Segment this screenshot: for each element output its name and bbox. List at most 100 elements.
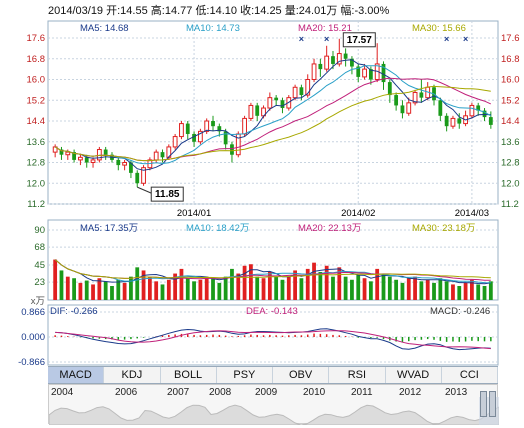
candle-body [185,123,190,134]
macd-value-label: MACD: -0.246 [430,306,490,317]
price-tick-left: 17.6 [27,33,46,44]
volume-bar [318,272,323,300]
macd-signal-line [55,328,491,351]
volume-bar [249,264,253,300]
candle-body [419,92,424,98]
volume-bar [242,265,247,300]
candle-body [476,105,481,111]
volume-bar [451,284,455,300]
volume-bar [154,281,159,300]
volume-bar [375,268,380,300]
candle-body [350,58,354,67]
price-ma-label: MA30: 15.66 [412,23,466,34]
candle-body [274,97,279,101]
candle-body [153,151,159,161]
volume-bar [280,279,285,300]
event-marker-icon: × [324,34,329,44]
candle-body [160,152,165,158]
volume-bar [293,270,297,300]
volume-bar [362,278,367,300]
candle-body [72,152,76,160]
candle-body [204,120,210,132]
quote-close: 收:14.25 [240,5,282,17]
volume-unit-label: x万 [31,296,45,307]
price-tick-right: 15.2 [501,95,520,106]
volume-bar [166,279,171,300]
candle-body [179,123,184,138]
price-tick-right: 17.6 [501,33,520,44]
price-tick-left: 15.2 [27,95,46,106]
min-price-box [150,186,184,202]
price-tick-left: 16.0 [27,75,46,86]
price-tick-right: 16.0 [501,75,520,86]
candle-body [90,159,96,163]
candle-body [444,115,449,127]
volume-bar [97,278,102,300]
navigator-year-label: 2007 [167,387,190,398]
navigator-year-label: 2006 [115,387,138,398]
tab-wvad[interactable]: WVAD [386,367,442,383]
volume-bar [444,281,449,300]
volume-bar [394,279,399,300]
tab-kdj[interactable]: KDJ [104,367,161,383]
navigator-history-area [49,404,499,425]
navigator-left-handle[interactable] [480,391,487,417]
candle-body [172,136,178,148]
volume-tick: 68 [34,242,45,253]
volume-bar [179,268,184,300]
chart-svg[interactable]: 17.6 17.6 16.8 16.8 16.0 16.0 15.2 15.2 14.4 14.4… [0,0,524,366]
volume-bar [476,284,481,300]
volume-bar [53,259,58,300]
price-tick-right: 12.0 [501,178,520,189]
volume-bar [267,272,272,300]
volume-bar [482,286,487,300]
tab-psy[interactable]: PSY [217,367,273,383]
macd-panel-frame [47,304,499,366]
volume-bar [236,273,241,300]
volume-tick: 23 [34,277,45,288]
quote-low: 低:14.10 [195,5,238,17]
max-price-label: 17.57 [347,35,372,46]
candle-body [438,100,443,116]
candle-body [292,86,298,99]
date-tick-label: 2014/02 [341,208,375,219]
timeline-navigator[interactable]: 2004 2006 2007 2008 2009 2010 2011 2012 2013 [48,384,499,425]
quote-date: 2014/03/19 [48,5,104,17]
volume-tick: 90 [34,225,45,236]
candle-body [135,172,140,184]
volume-bar [488,281,493,300]
volume-bar [413,276,417,300]
candle-body [255,105,260,116]
navigator-year-label: 2013 [445,387,468,398]
volume-bar [438,278,443,300]
candle-body [406,102,412,114]
volume-bar [387,276,392,300]
volume-bar [255,276,260,300]
volume-bar [350,279,354,300]
price-tick-right: 12.8 [501,158,520,169]
macd-value-label: DEA: -0.143 [246,306,298,317]
volume-bar [59,270,64,300]
price-tick-right: 14.4 [501,116,520,127]
volume-bar [103,281,108,300]
volume-bar [110,286,114,300]
macd-tick: 0.866 [21,307,45,318]
volume-bar [356,275,361,300]
candle-body [394,95,399,106]
navigator-right-handle[interactable] [489,391,496,417]
candle-body [141,167,146,184]
volume-bar [192,281,196,300]
tab-macd[interactable]: MACD [48,367,105,383]
price-tick-left: 12.0 [27,178,46,189]
candle-body [362,68,367,78]
tab-obv[interactable]: OBV [273,367,330,383]
candle-body [331,56,335,64]
tab-boll[interactable]: BOLL [161,367,217,383]
volume-bar [274,276,279,300]
candle-body [469,104,475,117]
volume-bar [286,276,291,300]
tab-cci[interactable]: CCI [442,367,498,383]
candle-body [450,117,456,127]
tab-rsi[interactable]: RSI [329,367,386,383]
volume-bar [230,268,234,300]
